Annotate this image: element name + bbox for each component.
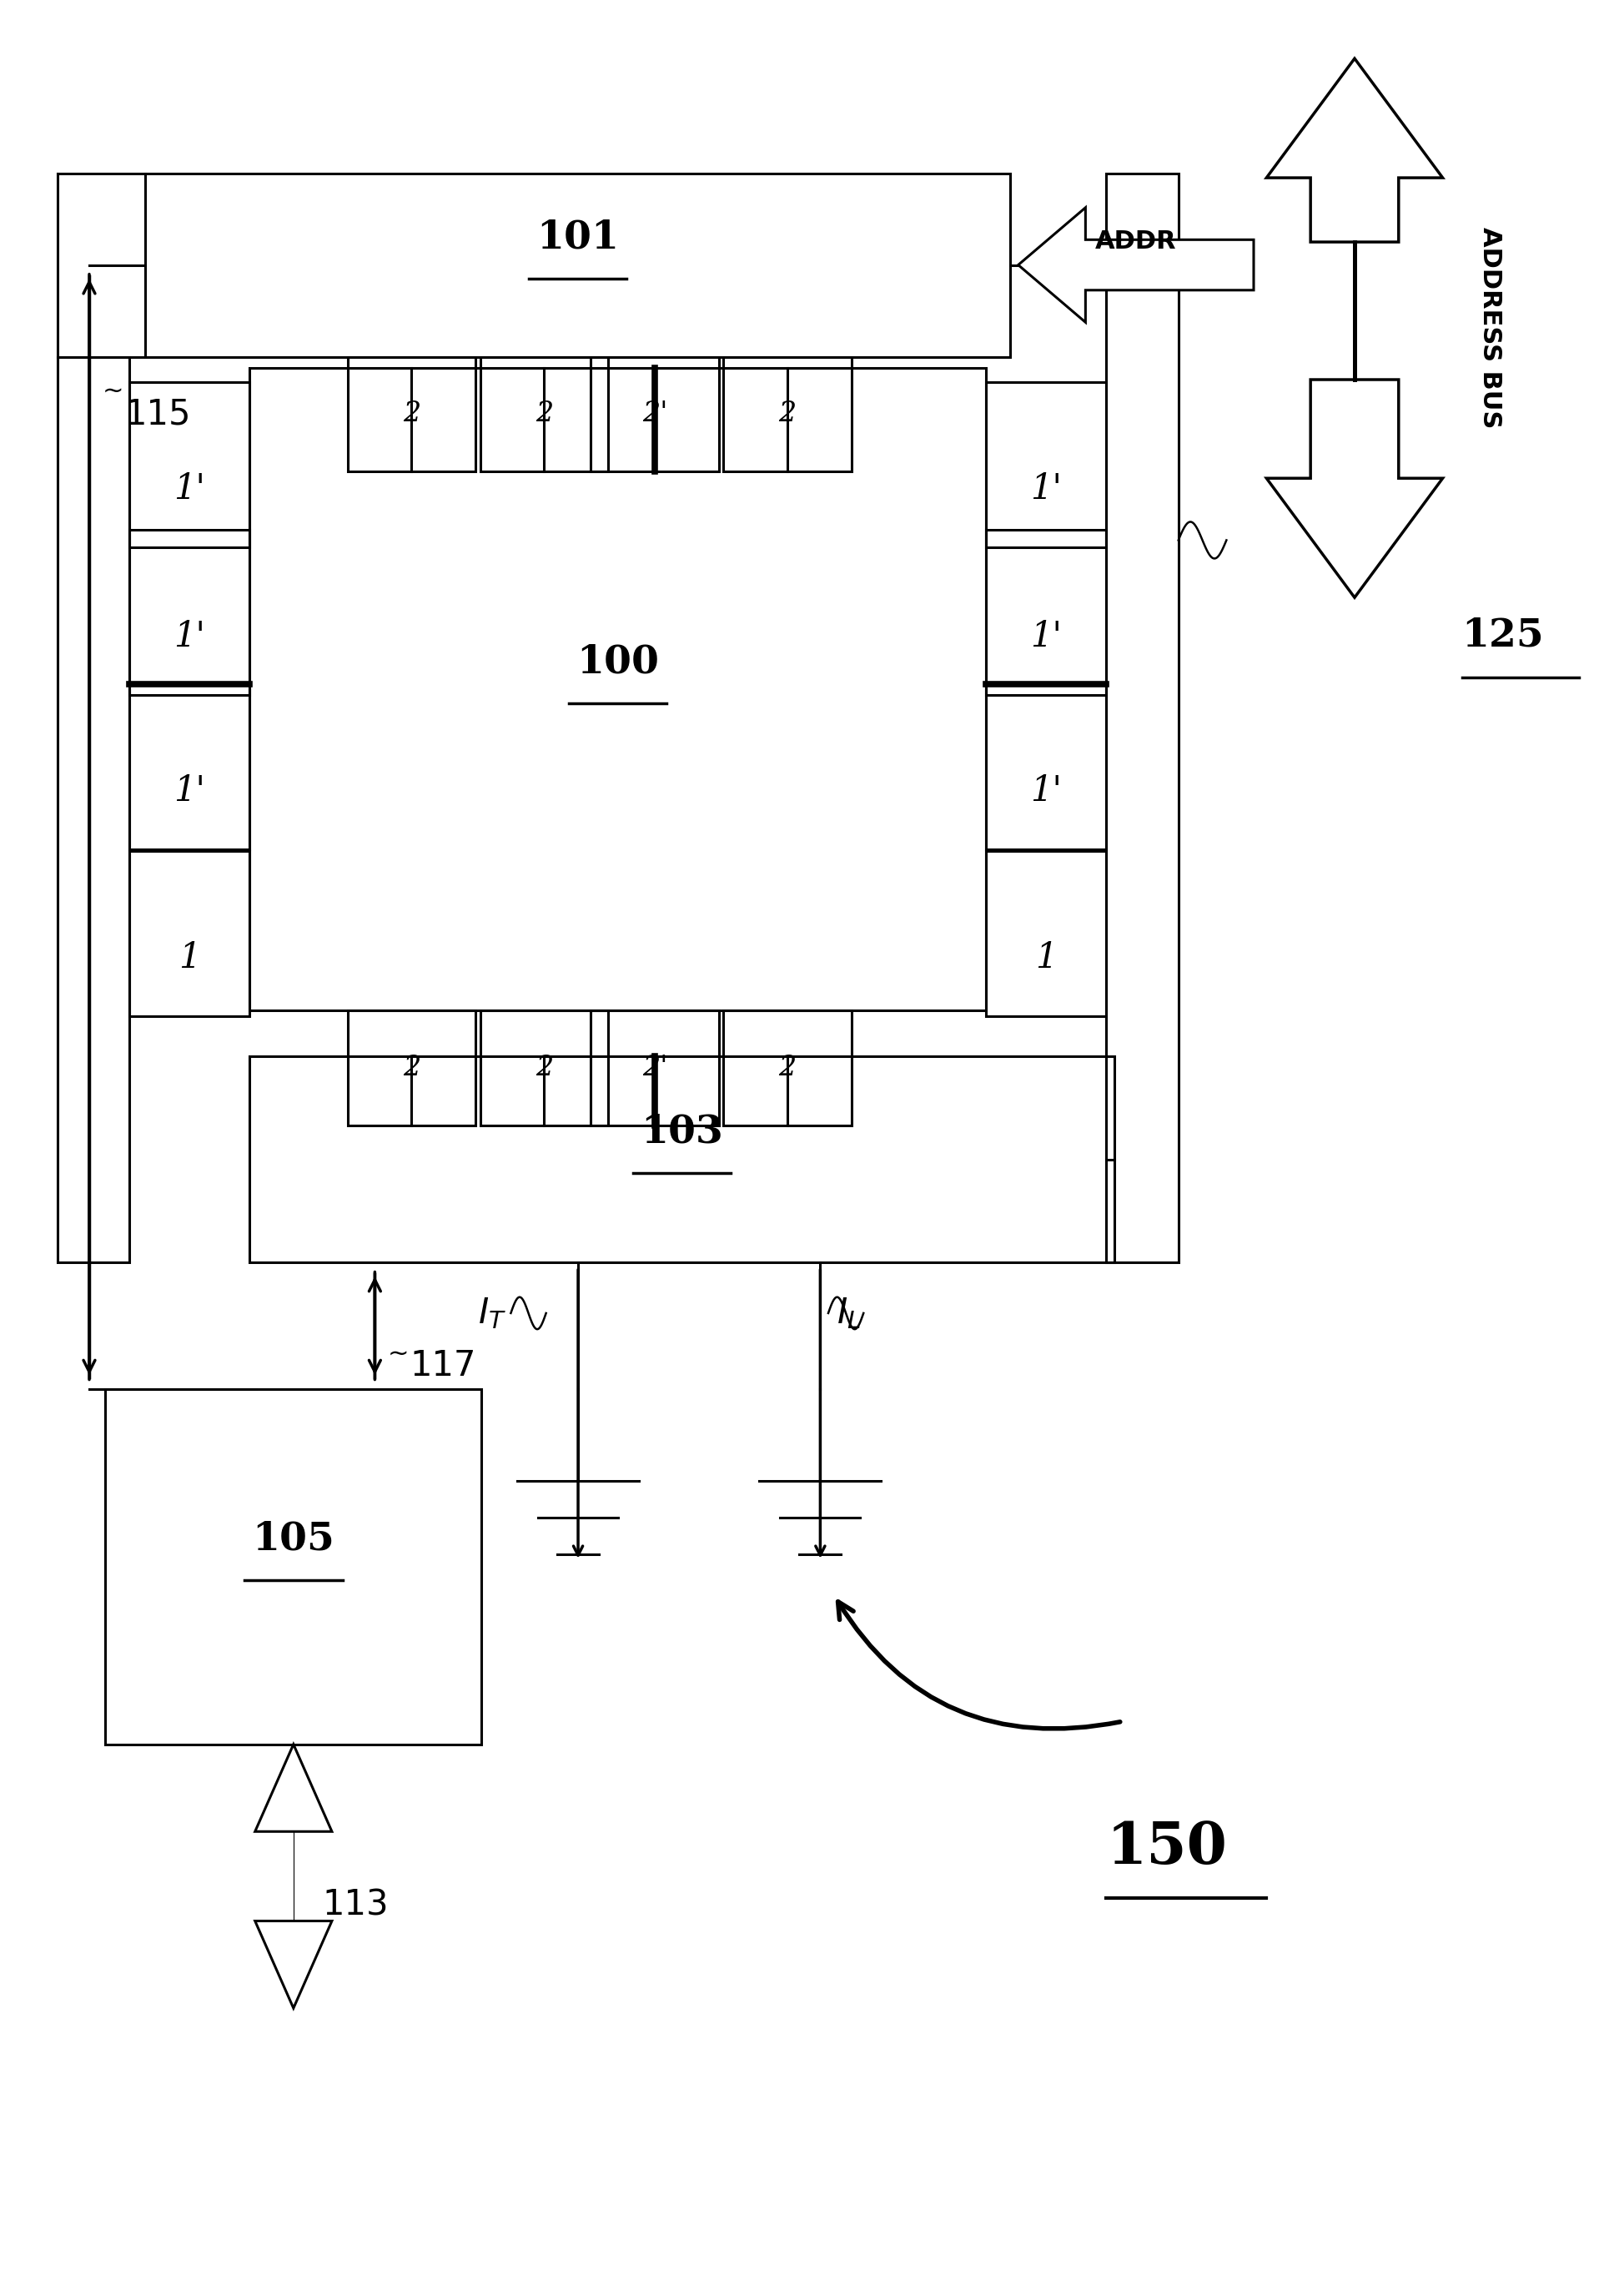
Text: ADDRESS BUS: ADDRESS BUS bbox=[1477, 227, 1501, 429]
Bar bbox=[723, 1010, 852, 1125]
FancyArrow shape bbox=[1019, 207, 1254, 321]
Text: ~: ~ bbox=[388, 1343, 409, 1366]
Bar bbox=[986, 530, 1107, 696]
Bar bbox=[130, 684, 249, 850]
Bar bbox=[723, 356, 852, 471]
Text: $I_L$: $I_L$ bbox=[836, 1295, 860, 1332]
Text: 1': 1' bbox=[1030, 774, 1062, 808]
Text: ~: ~ bbox=[103, 379, 124, 404]
Text: ADDR: ADDR bbox=[1096, 230, 1177, 253]
Bar bbox=[480, 1010, 608, 1125]
Bar bbox=[106, 1389, 481, 1745]
Text: 2: 2 bbox=[536, 402, 553, 427]
Text: 1': 1' bbox=[1030, 620, 1062, 654]
Text: 100: 100 bbox=[576, 643, 659, 682]
Text: 1: 1 bbox=[178, 941, 200, 976]
Bar bbox=[130, 381, 249, 546]
Bar bbox=[130, 852, 249, 1015]
Text: 2': 2' bbox=[642, 402, 667, 427]
Text: 2: 2 bbox=[778, 402, 796, 427]
FancyArrow shape bbox=[1267, 379, 1442, 597]
Bar bbox=[986, 852, 1107, 1015]
Text: 1': 1' bbox=[173, 471, 205, 507]
Text: 1': 1' bbox=[173, 774, 205, 808]
Text: 2': 2' bbox=[642, 1054, 667, 1081]
Bar bbox=[146, 172, 1011, 356]
Bar bbox=[1107, 172, 1179, 1263]
Bar bbox=[348, 1010, 475, 1125]
FancyArrow shape bbox=[255, 1745, 332, 1832]
Bar bbox=[249, 1056, 1115, 1263]
Text: 125: 125 bbox=[1461, 615, 1545, 654]
FancyArrow shape bbox=[1267, 57, 1442, 241]
Text: 150: 150 bbox=[1107, 1821, 1227, 1876]
Bar bbox=[348, 356, 475, 471]
Text: 1': 1' bbox=[173, 620, 205, 654]
Bar bbox=[249, 367, 986, 1010]
Bar bbox=[590, 356, 719, 471]
Bar bbox=[480, 356, 608, 471]
Bar bbox=[58, 356, 130, 1263]
Text: 115: 115 bbox=[125, 397, 191, 432]
Text: 103: 103 bbox=[640, 1114, 723, 1150]
Text: 2: 2 bbox=[403, 1054, 420, 1081]
Text: 2: 2 bbox=[536, 1054, 553, 1081]
Text: 2: 2 bbox=[403, 402, 420, 427]
Text: 113: 113 bbox=[322, 1887, 388, 1922]
Text: 105: 105 bbox=[252, 1520, 335, 1559]
Text: 2: 2 bbox=[778, 1054, 796, 1081]
Text: 101: 101 bbox=[536, 218, 619, 257]
Bar bbox=[986, 684, 1107, 850]
Text: 1: 1 bbox=[1035, 941, 1057, 976]
Text: 1': 1' bbox=[1030, 471, 1062, 507]
FancyArrow shape bbox=[255, 1922, 332, 2009]
Text: 117: 117 bbox=[411, 1348, 476, 1384]
Bar bbox=[590, 1010, 719, 1125]
Bar bbox=[130, 530, 249, 696]
Bar bbox=[986, 381, 1107, 546]
Text: $I_T$: $I_T$ bbox=[478, 1295, 505, 1332]
